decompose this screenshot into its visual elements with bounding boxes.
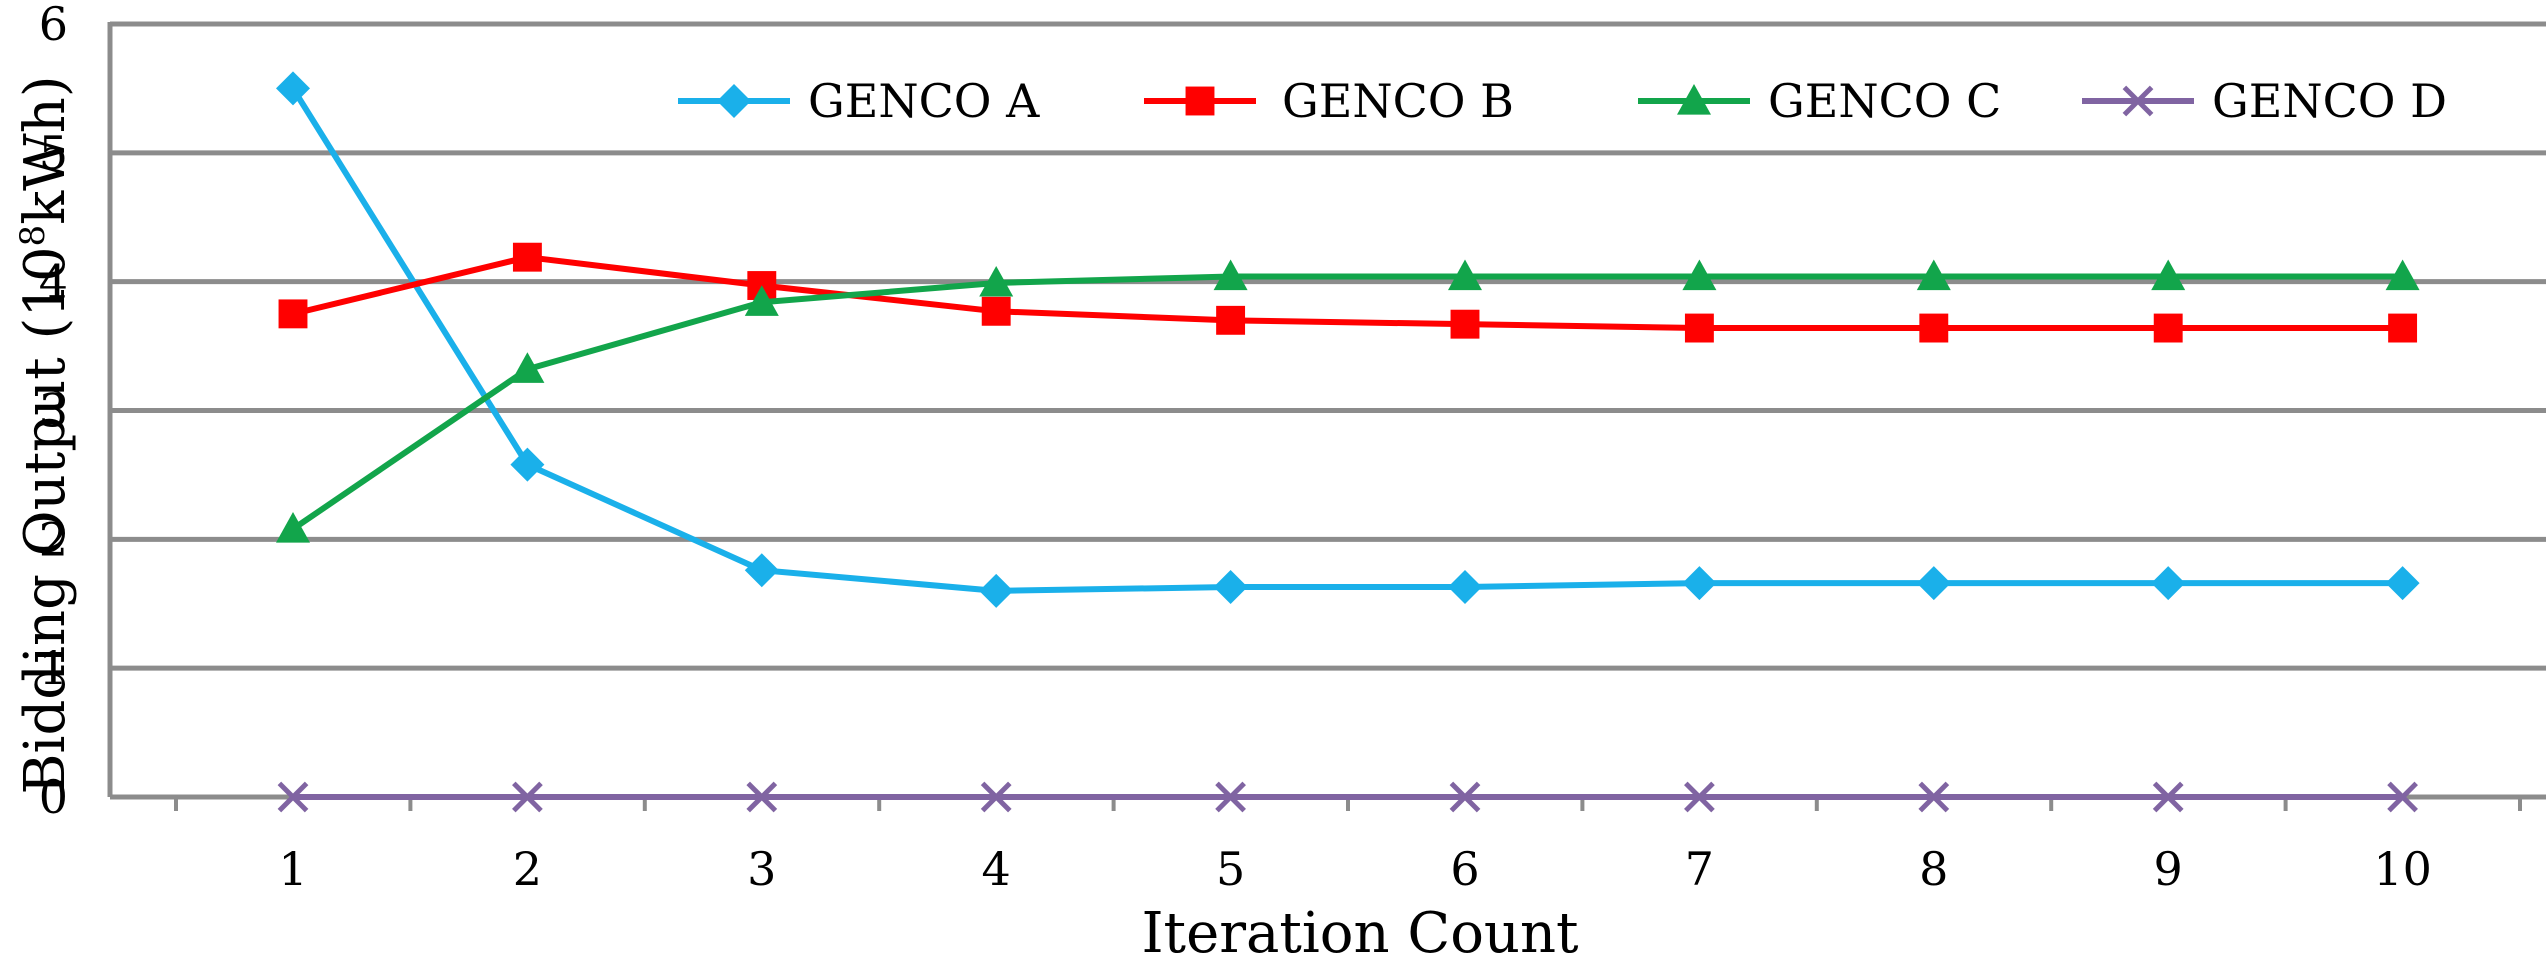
data-point-genco-a-6	[1448, 570, 1482, 605]
data-point-genco-a-1	[276, 71, 310, 106]
data-point-genco-a-9	[2151, 566, 2186, 601]
x-axis-title: Iteration Count	[1141, 901, 1579, 966]
legend-label-genco-a: GENCO A	[808, 74, 1040, 128]
x-tick-label-5: 5	[1216, 842, 1245, 896]
data-point-genco-b-4	[981, 296, 1011, 326]
legend: GENCO A GENCO B GENCO C GENCO D	[678, 74, 2447, 128]
data-point-genco-c-5	[1213, 259, 1248, 291]
data-point-genco-d-6	[1449, 781, 1481, 813]
x-tick-label-3: 3	[747, 842, 776, 896]
data-point-genco-c-7	[1682, 259, 1717, 291]
series-genco-b	[278, 242, 2418, 343]
legend-item-genco-d: GENCO D	[2082, 74, 2447, 128]
series-genco-d	[277, 781, 2418, 813]
data-point-genco-d-1	[277, 781, 309, 813]
data-point-genco-c-2	[510, 352, 545, 383]
data-point-genco-d-2-stroke-b	[512, 781, 543, 813]
data-point-genco-c-10	[2385, 259, 2420, 291]
data-point-genco-c-3	[744, 285, 779, 316]
y-tick-label-6: 6	[39, 0, 68, 51]
series-genco-a	[276, 71, 2420, 608]
data-point-genco-b-6	[1450, 309, 1480, 339]
data-point-genco-d-8	[1918, 781, 1950, 813]
data-point-genco-d-7	[1684, 781, 1715, 813]
data-point-genco-a-5	[1213, 570, 1248, 605]
data-point-genco-d-2	[512, 781, 543, 813]
legend-marker-genco-d	[2122, 85, 2154, 117]
legend-item-genco-c: GENCO C	[1638, 74, 2001, 128]
data-point-genco-a-2	[510, 447, 545, 482]
x-tick-label-7: 7	[1685, 842, 1714, 896]
series-genco-c	[276, 259, 2420, 543]
y-axis-title-main: Bidding Output (10	[13, 246, 78, 794]
y-tick-label-3: 3	[39, 384, 68, 438]
series-group	[276, 71, 2420, 813]
data-point-genco-d-10	[2387, 781, 2418, 813]
data-point-genco-c-8	[1916, 259, 1951, 291]
x-tick-label-10: 10	[2373, 842, 2432, 896]
gridlines	[110, 21, 2546, 671]
x-tick-label-2: 2	[513, 842, 542, 896]
y-axis-title: Bidding Output (108kWh)	[13, 75, 78, 794]
data-point-genco-a-7	[1682, 566, 1717, 601]
data-point-genco-d-6-stroke-b	[1449, 781, 1481, 813]
legend-label-genco-b: GENCO B	[1282, 74, 1514, 128]
series-line-genco-b	[292, 254, 2403, 332]
data-point-genco-d-4	[980, 781, 1012, 813]
legend-marker-genco-d-stroke-b	[2122, 85, 2154, 117]
y-tick-label-1: 1	[39, 641, 68, 695]
legend-marker-genco-c	[1677, 84, 1711, 115]
data-point-genco-a-4	[979, 573, 1014, 608]
data-point-genco-c-6	[1448, 259, 1482, 291]
data-point-genco-b-5	[1216, 305, 1246, 335]
data-point-genco-a-8	[1916, 566, 1951, 601]
legend-marker-genco-b	[1185, 86, 1215, 116]
data-point-genco-d-7-stroke-b	[1684, 781, 1715, 813]
legend-item-genco-a: GENCO A	[678, 74, 1040, 128]
data-point-genco-c-4	[979, 265, 1014, 297]
data-point-genco-a-10	[2385, 566, 2420, 601]
series-line-genco-c	[291, 273, 2403, 532]
data-point-genco-d-4-stroke-b	[980, 781, 1012, 813]
y-tick-label-5: 5	[39, 126, 68, 180]
y-axis-title-unit: kWh)	[13, 75, 78, 224]
data-point-genco-c-1	[276, 512, 310, 543]
data-point-genco-d-8-stroke-b	[1918, 781, 1950, 813]
data-point-genco-d-9-stroke-b	[2152, 781, 2184, 813]
data-point-genco-d-3	[746, 781, 778, 813]
legend-marker-genco-a	[717, 84, 751, 118]
data-point-genco-d-1-stroke-b	[277, 781, 309, 813]
tick-labels: 0 1 2 3 4 5 6 1 2 3 4 5 6 7 8 9 10	[39, 0, 2432, 896]
data-point-genco-d-10-stroke-b	[2387, 781, 2418, 813]
y-axis-title-superscript: 8	[13, 225, 53, 247]
data-point-genco-b-10	[2388, 313, 2418, 343]
data-point-genco-b-9	[2153, 313, 2183, 343]
data-point-genco-b-7	[1684, 313, 1714, 343]
data-point-genco-d-3-stroke-b	[746, 781, 778, 813]
x-tick-label-6: 6	[1450, 842, 1479, 896]
legend-label-genco-c: GENCO C	[1768, 74, 2001, 128]
x-tick-label-1: 1	[278, 842, 307, 896]
series-line-genco-a	[290, 86, 2403, 594]
data-point-genco-b-8	[1919, 313, 1949, 343]
data-point-genco-d-5-stroke-b	[1215, 781, 1246, 813]
legend-item-genco-b: GENCO B	[1144, 74, 1514, 128]
data-point-genco-c-9	[2151, 259, 2186, 291]
data-point-genco-d-5	[1215, 781, 1246, 813]
x-tick-label-9: 9	[2154, 842, 2183, 896]
data-point-genco-a-3	[744, 553, 779, 588]
y-tick-label-2: 2	[39, 512, 68, 566]
legend-label-genco-d: GENCO D	[2212, 74, 2447, 128]
x-tick-label-4: 4	[982, 842, 1011, 896]
y-tick-label-0: 0	[39, 770, 68, 824]
x-tick-label-8: 8	[1919, 842, 1948, 896]
data-point-genco-d-9	[2152, 781, 2184, 813]
data-point-genco-b-2	[512, 242, 542, 272]
data-point-genco-b-1	[278, 299, 308, 329]
y-tick-label-4: 4	[39, 255, 68, 309]
